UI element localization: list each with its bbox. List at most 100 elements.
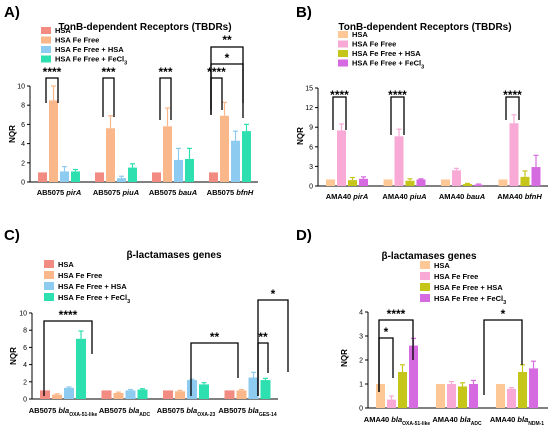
bar — [236, 390, 247, 399]
category-label: AB5075 blaADC — [99, 406, 151, 418]
bar — [101, 390, 112, 399]
category-strain: AMA40 — [382, 192, 410, 201]
legend-swatch — [420, 272, 430, 280]
significance-bracket — [102, 77, 115, 117]
legend-entry: HSA — [434, 261, 450, 270]
legend-entry: HSA Fe Free — [55, 36, 99, 45]
y-tick-label: 12 — [305, 105, 313, 112]
panel-letter: C) — [4, 227, 20, 244]
significance-bracket — [159, 77, 172, 120]
legend-text: HSA Fe Free + FeCl — [55, 55, 124, 64]
category-strain: AB5075 — [37, 188, 67, 197]
significance-label: **** — [503, 88, 522, 102]
bar — [348, 180, 357, 186]
bar — [220, 115, 229, 182]
category-label: AMA40 bfnH — [497, 192, 542, 201]
y-tick-label: 10 — [19, 311, 27, 318]
legend-swatch — [338, 40, 348, 48]
category-strain: AMA40 — [364, 415, 392, 424]
y-tick-label: 6 — [21, 122, 25, 129]
legend-entry: HSA Fe Free + HSA — [58, 282, 127, 291]
bar — [113, 392, 124, 399]
bar — [137, 389, 148, 399]
bar — [185, 158, 194, 182]
significance-bracket — [210, 46, 244, 115]
category-label: AMA40 bauA — [439, 192, 485, 201]
panel-title: TonB-dependent Receptors (TBDRs) — [58, 22, 231, 33]
legend-swatch — [338, 31, 348, 38]
bar — [38, 172, 47, 182]
bar — [128, 167, 137, 182]
y-axis-label: NQR — [8, 125, 17, 143]
category-strain: AB5075 — [149, 188, 179, 197]
y-tick-label: 4 — [21, 141, 25, 148]
y-axis-label: NQR — [9, 347, 18, 365]
y-tick-label: 2 — [21, 160, 25, 167]
significance-bracket — [483, 319, 523, 395]
category-strain: AB5075 — [218, 406, 248, 415]
bar — [60, 171, 69, 182]
y-tick-label: 6 — [23, 345, 27, 352]
category-strain: AMA40 — [490, 415, 518, 424]
category-label: AB5075 piuA — [93, 188, 139, 197]
significance-label: ** — [210, 330, 220, 344]
y-tick-label: 6 — [309, 144, 313, 151]
panel-title: β-lactamases genes — [381, 251, 476, 262]
category-strain: AB5075 — [29, 406, 59, 415]
bar — [376, 384, 385, 408]
bar — [463, 184, 472, 186]
category-label: AMA40 blaNDM-1 — [490, 415, 544, 427]
legend-swatch — [420, 283, 430, 291]
bar — [416, 179, 426, 186]
category-subscript: GES-14 — [259, 412, 277, 418]
category-strain: AMA40 — [432, 415, 460, 424]
significance-label: **** — [388, 88, 407, 102]
significance-label: **** — [330, 88, 349, 102]
y-axis-label: NQR — [340, 349, 349, 367]
bar — [383, 179, 393, 186]
category-gene: bla — [186, 406, 197, 415]
bar — [359, 178, 368, 186]
significance-label: **** — [59, 308, 78, 322]
y-axis-label: NQR — [296, 127, 305, 145]
y-tick-label: 2 — [23, 379, 27, 386]
legend-entry: HSA Fe Free + FeCl3 — [55, 55, 127, 67]
category-gene: bla — [460, 415, 471, 424]
category-label: AMA40 piuA — [382, 192, 426, 201]
bar — [209, 172, 218, 182]
category-subscript: ADC — [139, 412, 150, 418]
bar — [187, 380, 197, 399]
panel-title: TonB-dependent Receptors (TBDRs) — [338, 22, 511, 33]
legend-swatch — [420, 261, 430, 269]
panel-letter: A) — [4, 4, 20, 21]
category-label: AB5075 pirA — [37, 188, 82, 197]
y-tick-label: 4 — [359, 310, 363, 317]
legend-swatch — [41, 27, 51, 34]
category-gene: bla — [391, 415, 402, 424]
significance-label: **** — [43, 65, 62, 79]
legend-swatch — [44, 282, 54, 290]
category-gene: piuA — [121, 188, 139, 197]
significance-bracket — [257, 299, 289, 396]
significance-label: ** — [258, 330, 268, 344]
category-gene: pirA — [352, 192, 368, 201]
bar — [163, 390, 173, 399]
legend-entry: HSA Fe Free — [58, 271, 102, 280]
bar — [409, 345, 418, 408]
category-gene: bla — [517, 415, 528, 424]
bar — [125, 390, 136, 399]
bar — [260, 380, 271, 399]
legend-swatch — [41, 36, 51, 44]
significance-label: * — [225, 51, 230, 65]
bar — [326, 179, 335, 186]
bar — [405, 180, 415, 186]
legend-subscript: 3 — [421, 65, 424, 71]
legend-entry: HSA Fe Free + HSA — [434, 283, 503, 292]
bar — [496, 384, 505, 408]
category-label: AB5075 blaOXA-23 — [157, 406, 216, 418]
bar — [398, 372, 407, 408]
legend-entry: HSA — [58, 260, 74, 269]
y-tick-label: 15 — [305, 86, 313, 93]
y-tick-label: 3 — [309, 164, 313, 171]
